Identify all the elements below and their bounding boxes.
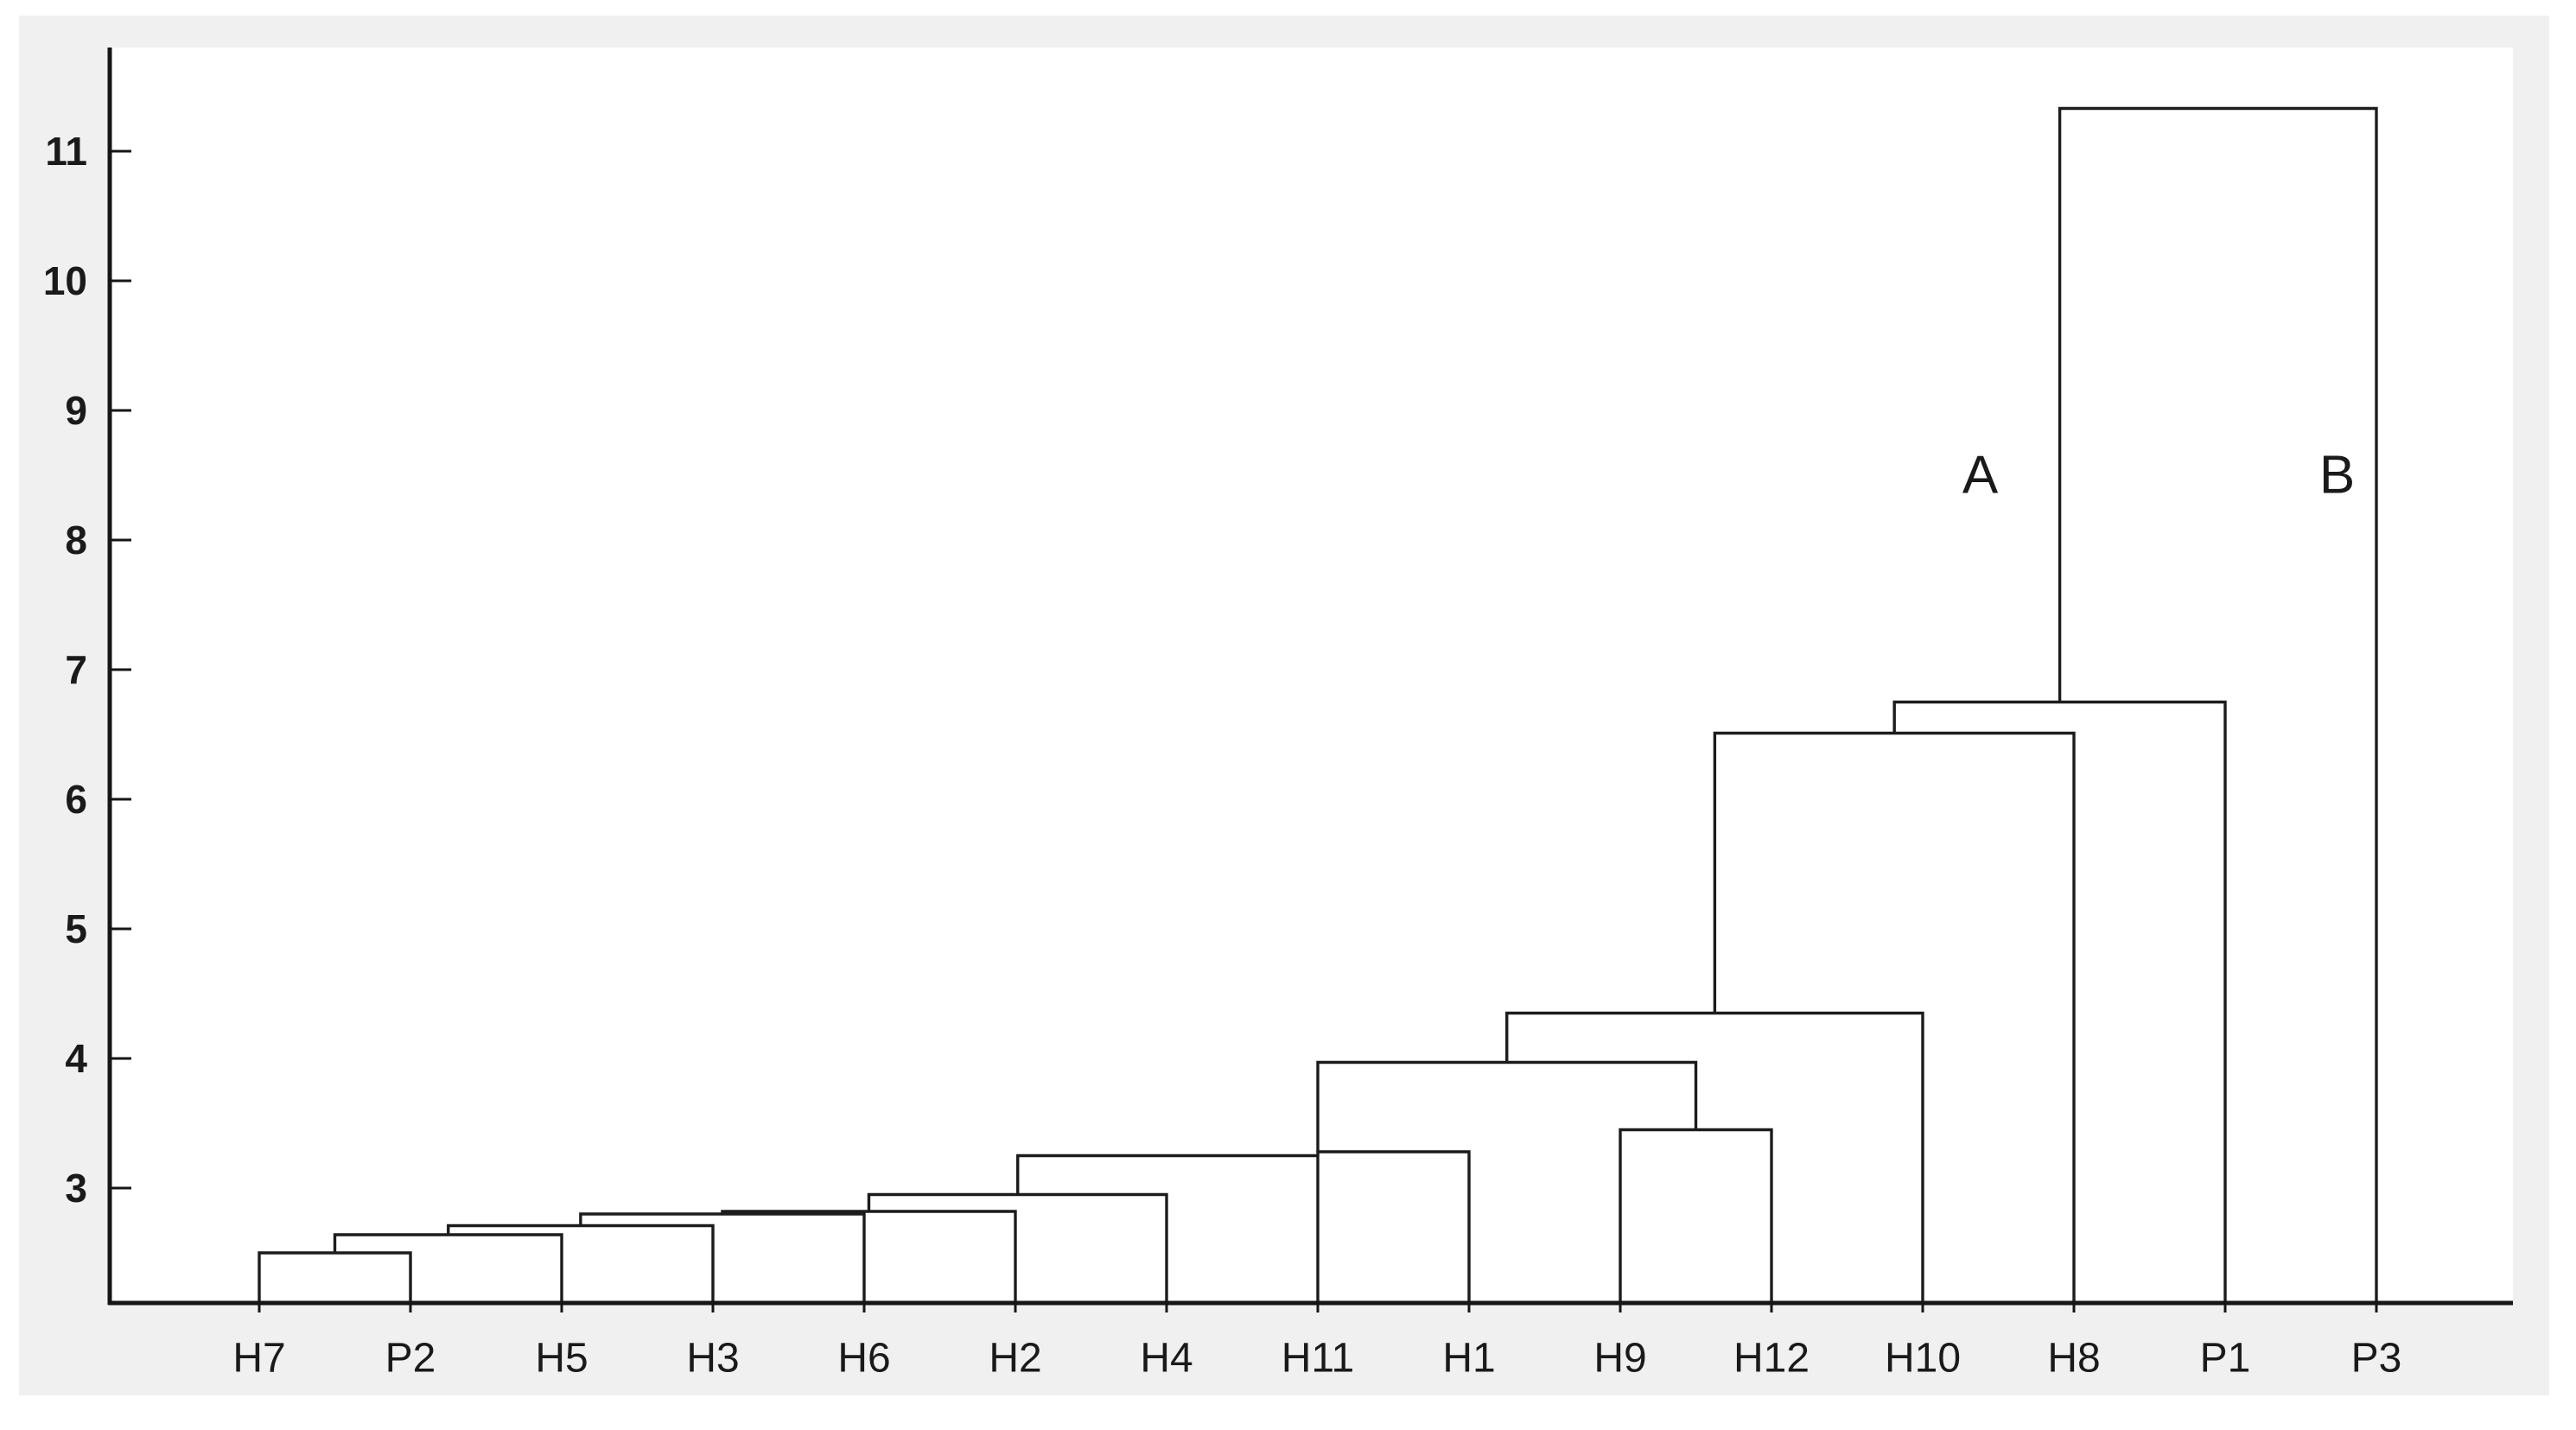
y-axis-label-10: 10 — [43, 258, 87, 303]
x-axis-label-H4: H4 — [1140, 1336, 1193, 1382]
plot-area — [110, 48, 2513, 1303]
y-axis-label-3: 3 — [65, 1166, 87, 1211]
x-axis-label-H1: H1 — [1442, 1336, 1495, 1382]
x-axis-label-H12: H12 — [1733, 1336, 1810, 1382]
x-axis-label-H10: H10 — [1885, 1336, 1961, 1382]
x-axis-label-H2: H2 — [989, 1336, 1041, 1382]
x-axis-label-H11: H11 — [1282, 1336, 1355, 1382]
x-axis-label-P1: P1 — [2200, 1336, 2251, 1382]
x-axis-label-H9: H9 — [1593, 1336, 1646, 1382]
y-axis-label-6: 6 — [65, 777, 87, 822]
x-axis-label-H3: H3 — [686, 1336, 739, 1382]
x-axis-label-H5: H5 — [535, 1336, 588, 1382]
y-axis-label-7: 7 — [65, 647, 87, 692]
x-axis-label-P3: P3 — [2351, 1336, 2402, 1382]
x-axis-label-P2: P2 — [385, 1336, 436, 1382]
dendrogram-link-6 — [1016, 1154, 1320, 1303]
y-axis-label-11: 11 — [45, 129, 87, 174]
y-axis-label-5: 5 — [65, 906, 87, 951]
y-axis-label-4: 4 — [65, 1036, 87, 1081]
cluster-annotation-B: B — [2319, 446, 2355, 505]
y-axis-label-9: 9 — [65, 388, 87, 433]
dendrogram-link-7 — [1316, 1150, 1471, 1303]
x-axis-label-H8: H8 — [2047, 1336, 2100, 1382]
y-axis-label-8: 8 — [65, 518, 87, 562]
dendrogram-link-13 — [2058, 106, 2378, 1303]
cluster-annotation-A: A — [1962, 446, 1999, 505]
x-axis-label-H6: H6 — [837, 1336, 890, 1382]
x-axis-label-H7: H7 — [232, 1336, 285, 1382]
